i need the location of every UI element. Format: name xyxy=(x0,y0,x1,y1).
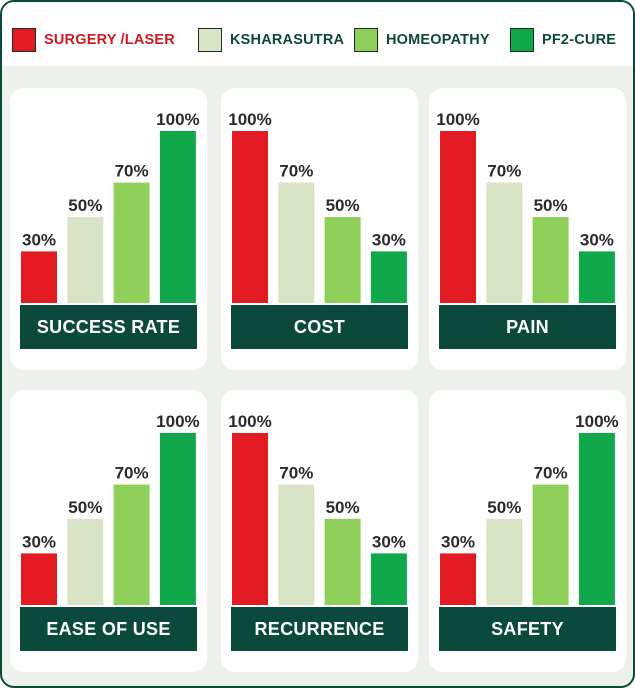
bar-chart-recurrence: 100% 70% 50% 30% xyxy=(228,412,407,605)
bar-value-label-ksharasutra: 50% xyxy=(487,498,521,517)
chart-title-recurrence: RECURRENCE xyxy=(231,607,408,651)
bar-homeopathy xyxy=(113,182,150,303)
bar-value-label-surgery-laser: 100% xyxy=(228,412,271,431)
bar-value-label-ksharasutra: 50% xyxy=(68,196,102,215)
bar-homeopathy xyxy=(324,217,361,303)
bar-value-label-homeopathy: 70% xyxy=(534,464,568,483)
legend-label-homeopathy: HOMEOPATHY xyxy=(386,32,490,48)
bar-chart-pain: 100% 70% 50% 30% xyxy=(436,110,615,303)
bar-chart-success-rate: 30% 50% 70% 100% xyxy=(21,110,200,303)
bar-surgery-laser xyxy=(440,553,476,605)
chart-panel-pain: 100% 70% 50% 30% PAIN xyxy=(429,88,626,370)
chart-panel-success-rate: 30% 50% 70% 100% SUCCESS RATE xyxy=(10,88,207,370)
chart-panel-ease-of-use: 30% 50% 70% 100% EASE OF USE xyxy=(10,390,207,672)
bar-homeopathy xyxy=(532,484,569,605)
bar-value-label-pf2-cure: 30% xyxy=(372,532,406,551)
bar-value-label-surgery-laser: 30% xyxy=(441,532,475,551)
bar-value-label-pf2-cure: 100% xyxy=(575,412,618,431)
bar-value-label-pf2-cure: 100% xyxy=(156,110,199,129)
chart-title-pain: PAIN xyxy=(439,305,616,349)
bar-ksharasutra xyxy=(278,484,315,605)
bar-value-label-homeopathy: 50% xyxy=(326,196,360,215)
bar-pf2-cure xyxy=(370,251,407,303)
chart-title-cost: COST xyxy=(231,305,408,349)
legend-label-pf2-cure: PF2-CURE xyxy=(542,32,617,48)
bar-value-label-homeopathy: 70% xyxy=(115,464,149,483)
legend-swatch-surgery-laser xyxy=(12,28,36,52)
bar-value-label-surgery-laser: 30% xyxy=(22,532,56,551)
legend-label-ksharasutra: KSHARASUTRA xyxy=(230,32,345,48)
bar-ksharasutra xyxy=(278,182,315,303)
bar-surgery-laser xyxy=(21,251,57,303)
chart-title-safety: SAFETY xyxy=(439,607,616,651)
bar-homeopathy xyxy=(532,217,569,303)
chart-panel-safety: 30% 50% 70% 100% SAFETY xyxy=(429,390,626,672)
bar-pf2-cure xyxy=(159,433,196,605)
legend-swatch-ksharasutra xyxy=(198,28,222,52)
bar-value-label-homeopathy: 50% xyxy=(534,196,568,215)
bar-ksharasutra xyxy=(486,519,523,605)
bar-value-label-pf2-cure: 30% xyxy=(580,230,614,249)
bar-chart-ease-of-use: 30% 50% 70% 100% xyxy=(21,412,200,605)
chart-panel-recurrence: 100% 70% 50% 30% RECURRENCE xyxy=(221,390,418,672)
bar-value-label-homeopathy: 50% xyxy=(326,498,360,517)
legend-swatch-pf2-cure xyxy=(510,28,534,52)
bar-value-label-surgery-laser: 100% xyxy=(228,110,271,129)
chart-panel-cost: 100% 70% 50% 30% COST xyxy=(221,88,418,370)
bar-homeopathy xyxy=(324,519,361,605)
bar-value-label-homeopathy: 70% xyxy=(115,162,149,181)
bar-surgery-laser xyxy=(440,131,476,303)
bar-ksharasutra xyxy=(67,519,104,605)
bar-value-label-surgery-laser: 30% xyxy=(22,230,56,249)
bar-homeopathy xyxy=(113,484,150,605)
bar-surgery-laser xyxy=(21,553,57,605)
bar-surgery-laser xyxy=(232,433,268,605)
bar-value-label-ksharasutra: 70% xyxy=(279,464,313,483)
legend-swatch-homeopathy xyxy=(354,28,378,52)
legend: SURGERY /LASER KSHARASUTRA HOMEOPATHY PF… xyxy=(2,2,633,66)
bar-chart-safety: 30% 50% 70% 100% xyxy=(440,412,619,605)
bar-value-label-pf2-cure: 30% xyxy=(372,230,406,249)
bar-value-label-ksharasutra: 50% xyxy=(68,498,102,517)
bar-value-label-pf2-cure: 100% xyxy=(156,412,199,431)
bar-pf2-cure xyxy=(578,433,615,605)
chart-title-ease-of-use: EASE OF USE xyxy=(20,607,197,651)
bar-value-label-surgery-laser: 100% xyxy=(436,110,479,129)
bar-value-label-ksharasutra: 70% xyxy=(487,162,521,181)
bar-surgery-laser xyxy=(232,131,268,303)
bar-pf2-cure xyxy=(578,251,615,303)
legend-label-surgery-laser: SURGERY /LASER xyxy=(44,32,175,48)
bar-pf2-cure xyxy=(370,553,407,605)
bar-ksharasutra xyxy=(67,217,104,303)
bar-pf2-cure xyxy=(159,131,196,303)
bar-value-label-ksharasutra: 70% xyxy=(279,162,313,181)
bar-ksharasutra xyxy=(486,182,523,303)
bar-chart-cost: 100% 70% 50% 30% xyxy=(228,110,407,303)
chart-title-success-rate: SUCCESS RATE xyxy=(20,305,197,349)
